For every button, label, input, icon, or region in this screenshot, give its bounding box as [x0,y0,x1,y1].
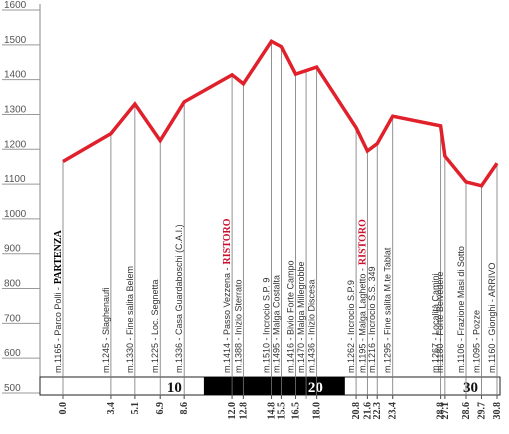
waypoint-name: m.1436 - Inizio Discesa [307,279,317,373]
waypoint-name: m.1336 - Casa Guardaboschi (C.A.I.) [174,224,184,373]
x-tick-label: 21.6 [362,402,373,420]
waypoint-name: m.1414 - Passo Vezzena - [222,267,232,373]
waypoint-name: m.1165 - Parco Polli - [53,287,63,373]
y-tick-label: 800 [4,279,21,290]
waypoint-name: m.1095 - Pozze [472,310,482,373]
waypoint-name: m.1106 - Frazione Masi di Sotto [456,246,466,373]
waypoint-name: m.1416 - Bivio Forte Campo [286,260,296,373]
waypoint-label: m.1330 - Fine salita Belem [125,266,135,373]
y-tick-label: 1300 [4,104,27,115]
x-tick-label: 8.6 [179,402,190,415]
x-tick-label: 16.5 [291,402,302,420]
y-tick-label: 1200 [4,139,27,150]
x-tick-label: 12.0 [227,402,238,420]
profile-line [62,39,499,188]
x-tick-label: 5.1 [130,402,141,415]
x-tick-label: 6.9 [155,402,166,415]
y-tick-label: 1000 [4,209,27,220]
y-tick-label: 1400 [4,70,27,81]
y-tick-label: 1100 [4,174,26,185]
waypoint-name: m.1267 - Località Camini [431,273,441,373]
y-tick-label: 1500 [4,35,27,46]
waypoint-label: m.1225 - Loc. Segnetta [150,279,160,373]
x-tick-label: 12.8 [238,402,249,420]
x-tick-label: 18.0 [312,402,323,420]
waypoint-label: m.1195 - Malga Laghetto - RISTORO [357,219,368,373]
km-marker-label: 20 [308,380,323,396]
waypoint-label: m.1295 - Fine salita M.te Tablat [383,247,393,373]
waypoint-label: m.1388 - Inizio Sterrato [233,279,243,373]
waypoint-name: m.1510 - Incrocio S.P. 9 [262,278,272,373]
waypoint-label: m.1414 - Passo Vezzena - RISTORO [222,218,233,373]
x-tick-label: 3.4 [106,402,117,415]
km-marker-label: 30 [463,380,478,396]
waypoint-name: m.1195 - Malga Laghetto - [357,268,367,373]
waypoint-label: m.1180 - Forte Belvedere [435,272,445,373]
waypoint-name: m.1180 - Forte Belvedere [435,272,445,373]
y-tick-label: 700 [4,313,21,324]
x-tick-label: 29.7 [477,402,488,420]
waypoint-label: m.1336 - Casa Guardaboschi (C.A.I.) [174,224,184,373]
waypoint-label: m.1510 - Incrocio S.P. 9 [262,278,272,373]
x-tick-label: 0.0 [58,402,69,415]
waypoint-label: m.1267 - Località Camini [431,273,441,373]
waypoint-label: m.1160 - Gionghi - ARRIVO [487,263,497,373]
x-tick-label: 22.3 [372,402,383,420]
waypoint-name: m.1330 - Fine salita Belem [125,266,135,373]
waypoint-label: m.1416 - Bivio Forte Campo [286,260,296,373]
waypoint-label: m.1436 - Inizio Discesa [307,279,317,373]
waypoint-name: m.1295 - Fine salita M.te Tablat [383,247,393,373]
y-tick-label: 500 [4,383,21,394]
y-tick-label: 1600 [4,0,27,11]
x-tick-label: 27.1 [440,402,451,420]
waypoint-label: m.1470 - Malga Millegrobbe [296,261,306,373]
waypoint-label: m.1216 - Incrocio S.S. 349 [367,266,377,373]
waypoint-tag: RISTORO [357,219,368,265]
waypoint-label: m.1165 - Parco Polli - PARTENZA [53,229,64,373]
waypoint-label: m.1106 - Frazione Masi di Sotto [456,246,466,373]
waypoint-name: m.1160 - Gionghi - ARRIVO [487,263,497,373]
x-tick-label: 14.8 [267,402,278,420]
waypoint-tag: RISTORO [222,218,233,264]
waypoint-label: m.1495 - Malga Costalta [271,275,281,373]
waypoint-label: m.1095 - Pozze [472,310,482,373]
waypoint-label: m.1245 - Slaghenaufi [101,287,111,373]
x-tick-label: 30.8 [492,402,503,420]
x-tick-label: 28.8 [436,402,447,420]
x-tick-label: 23.4 [388,402,399,420]
km-segment [203,377,345,395]
waypoint-name: m.1216 - Incrocio S.S. 349 [367,266,377,373]
waypoint-name: m.1470 - Malga Millegrobbe [296,261,306,373]
y-tick-label: 900 [4,244,21,255]
waypoint-name: m.1225 - Loc. Segnetta [150,279,160,373]
waypoint-label: m.1262 - Incrocio S.P.9 [346,280,356,373]
x-tick-label: 28.6 [461,402,472,420]
x-tick-label: 20.8 [351,402,362,420]
waypoint-name: m.1262 - Incrocio S.P.9 [346,280,356,373]
y-tick-label: 600 [4,348,21,359]
waypoint-name: m.1245 - Slaghenaufi [101,287,111,373]
waypoint-name: m.1495 - Malga Costalta [271,275,281,373]
waypoint-name: m.1388 - Inizio Sterrato [233,279,243,373]
km-marker-label: 10 [167,380,182,396]
waypoint-tag: PARTENZA [53,229,64,284]
x-tick-label: 15.5 [276,402,287,420]
